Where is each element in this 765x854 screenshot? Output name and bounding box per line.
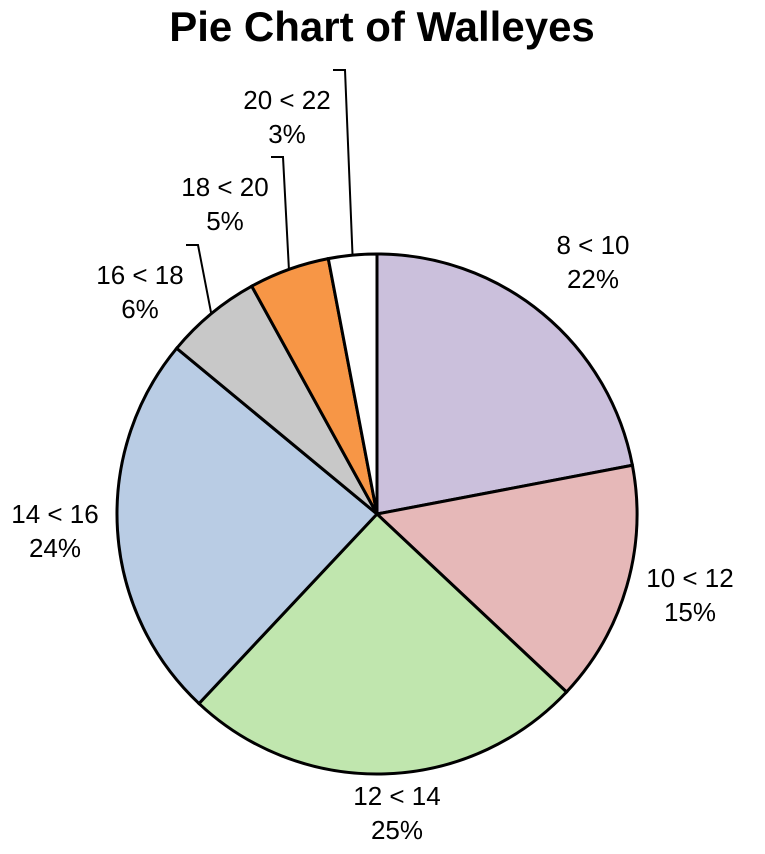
leader-line xyxy=(271,156,290,270)
slice-label: 20 < 22 xyxy=(243,85,330,115)
slice-percent: 24% xyxy=(29,533,81,563)
slice-percent: 25% xyxy=(371,815,423,845)
pie-slice xyxy=(115,346,380,706)
slice-label: 14 < 16 xyxy=(11,499,98,529)
pie-slice xyxy=(373,463,639,695)
pie-slice xyxy=(196,511,569,776)
slice-label: 18 < 20 xyxy=(181,172,268,202)
leader-line xyxy=(333,69,354,256)
slice-percent: 3% xyxy=(268,119,306,149)
slice-percent: 5% xyxy=(206,206,244,236)
slice-label: 10 < 12 xyxy=(646,563,733,593)
slice-percent: 6% xyxy=(121,294,159,324)
leader-line xyxy=(186,244,213,314)
slice-label: 16 < 18 xyxy=(96,260,183,290)
slice-percent: 15% xyxy=(664,597,716,627)
chart-title: Pie Chart of Walleyes xyxy=(169,3,595,50)
pie-slice xyxy=(375,252,635,516)
slice-label: 12 < 14 xyxy=(353,781,440,811)
slice-percent: 22% xyxy=(567,264,619,294)
slice-label: 8 < 10 xyxy=(556,230,629,260)
